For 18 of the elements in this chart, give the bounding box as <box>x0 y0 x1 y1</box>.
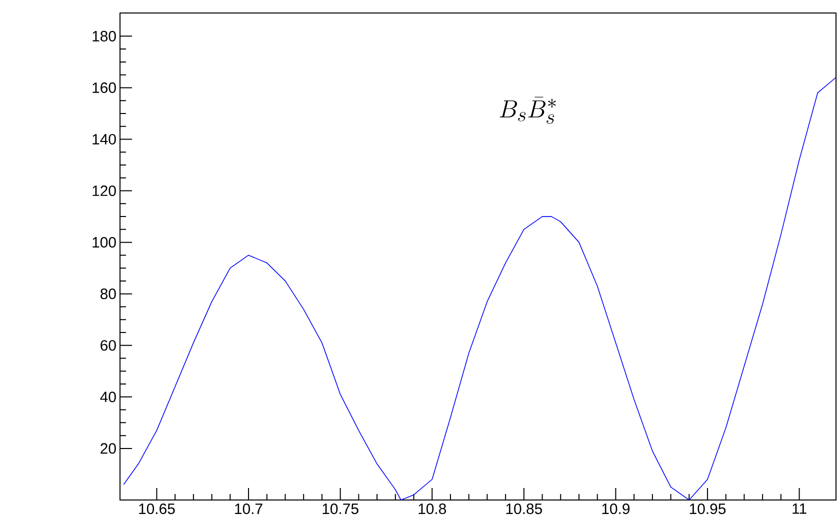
x-tick-label: 10.65 <box>139 504 175 514</box>
y-tick-label: 20 <box>100 443 116 454</box>
x-tick-label: 11 <box>792 504 806 514</box>
x-tick-label: 10.95 <box>690 504 726 514</box>
x-tick-label: 10.75 <box>322 504 358 514</box>
x-tick-label: 10.8 <box>418 504 446 514</box>
x-tick-label: 10.85 <box>506 504 542 514</box>
y-tick-label: 40 <box>100 392 116 402</box>
y-tick-label: 60 <box>100 340 116 351</box>
y-tick-label: 180 <box>92 30 116 42</box>
x-tick-label: 10.9 <box>602 504 630 514</box>
y-tick-label: 120 <box>92 185 116 196</box>
x-tick-label: 10.7 <box>235 504 262 514</box>
y-tick-label: 140 <box>92 134 116 145</box>
y-tick-label: 80 <box>100 288 116 300</box>
y-tick-label: 100 <box>92 237 116 248</box>
y-tick-label: 160 <box>92 82 116 93</box>
annotation: $B_s\bar{B}_s^*$ <box>500 96 556 124</box>
